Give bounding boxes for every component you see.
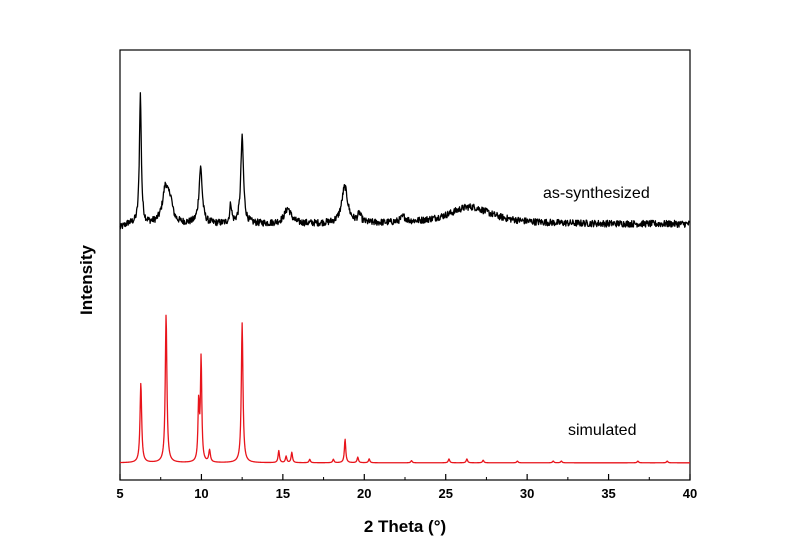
plot-frame (119, 49, 691, 481)
x-tick-label-20: 20 (357, 486, 371, 501)
series-line-as-synthesized (119, 92, 691, 230)
x-tick-label-30: 30 (520, 486, 534, 501)
series-line-simulated (119, 314, 691, 464)
x-tick-label-35: 35 (601, 486, 615, 501)
series-label-simulated: simulated (568, 422, 636, 439)
x-axis-tick-labels: 5 10 15 20 25 30 35 40 (116, 486, 697, 501)
x-tick-label-15: 15 (276, 486, 290, 501)
x-axis-label: 2 Theta (°) (364, 517, 446, 536)
x-tick-label-5: 5 (116, 486, 123, 501)
x-tick-label-40: 40 (683, 486, 697, 501)
x-tick-label-10: 10 (194, 486, 208, 501)
y-axis-label: Intensity (77, 245, 96, 315)
series-lines (119, 92, 691, 464)
x-tick-label-25: 25 (438, 486, 452, 501)
x-axis-ticks (119, 474, 691, 480)
series-label-as-synthesized: as-synthesized (543, 185, 650, 202)
